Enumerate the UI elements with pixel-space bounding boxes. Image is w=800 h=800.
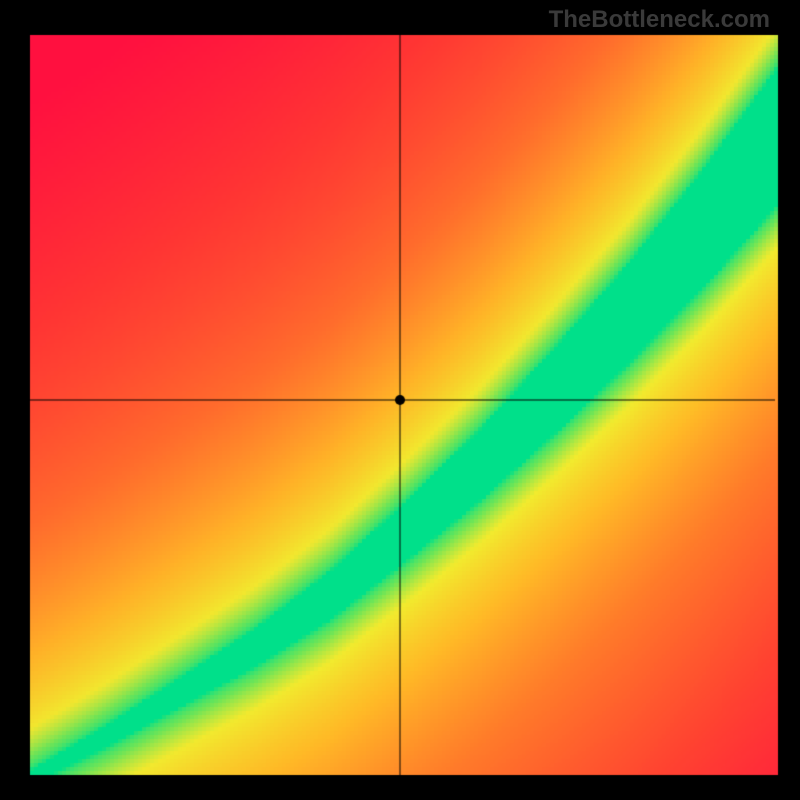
watermark-text: TheBottleneck.com (549, 6, 770, 34)
bottleneck-heatmap (0, 0, 800, 800)
